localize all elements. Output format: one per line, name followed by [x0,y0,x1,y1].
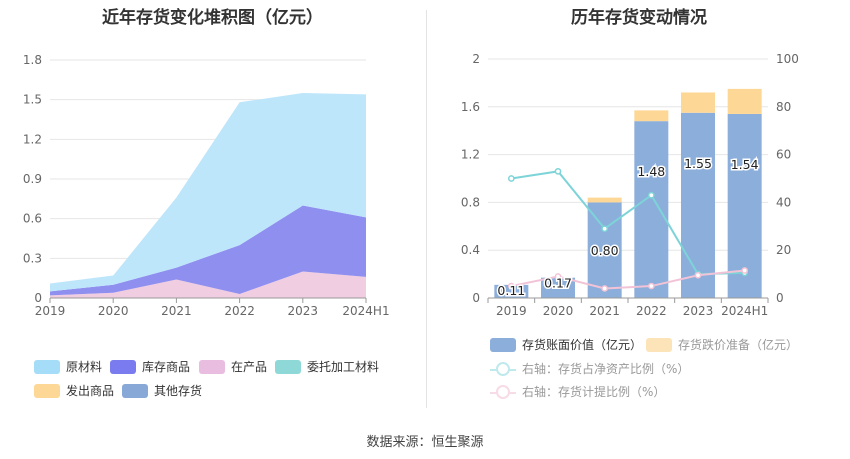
y-left-tick-label: 0 [472,291,480,305]
x-tick-label: 2020 [543,304,574,318]
legend-swatch-consigned-material [275,359,301,374]
legend-label-goods-shipped: 发出商品 [66,384,115,398]
legend-label-impairment: 存货跌价准备（亿元） [678,338,799,352]
legend-label-raw-material: 原材料 [66,360,103,374]
legend-label-provision-ratio: 右轴：存货计提比例（%） [522,385,666,399]
y-tick-label: 1.5 [23,93,42,107]
legend-label-other-inventory: 其他存货 [154,384,203,398]
y-right-tick-label: 60 [776,148,791,162]
legend-swatch-provision-ratio [490,384,516,399]
legend-label-ratio-net-assets: 右轴：存货占净资产比例（%） [522,362,690,376]
x-tick-label: 2019 [35,304,66,318]
y-right-tick-label: 0 [776,291,784,305]
legend-swatch-impairment [646,337,672,352]
y-tick-label: 1.2 [23,132,42,146]
legend-item-inventory-goods[interactable]: 库存商品 [110,358,190,375]
right-chart-panel: 历年存货变动情况 0 0.4 0.8 1.2 1.6 2 0 20 40 60 80 100 0.11 0… [428,0,850,410]
provision-ratio-point [647,282,655,290]
x-tick-label: 2022 [224,304,255,318]
book-value-bar [634,121,669,298]
area-series [50,93,366,292]
legend-item-goods-shipped[interactable]: 发出商品 [34,382,114,399]
legend-item-wip[interactable]: 在产品 [199,358,267,375]
ratio-net-assets-point [647,191,655,199]
bar-value-label: 1.55 [684,156,712,171]
area-series [50,205,366,296]
panel-divider [426,10,427,408]
x-tick-label: 2023 [288,304,319,318]
x-tick-label: 2023 [683,304,714,318]
area-series [50,271,366,298]
y-left-tick-label: 1.6 [461,100,480,114]
x-tick-label: 2021 [589,304,620,318]
bar-value-label: 0.17 [544,276,572,291]
provision-ratio-point [741,267,749,274]
legend-swatch-book-value [490,337,516,352]
left-chart-title: 近年存货变化堆积图（亿元） [102,8,323,28]
y-tick-label: 0.3 [23,251,42,265]
provision-ratio-point [694,271,702,279]
legend-item-provision-ratio[interactable]: 右轴：存货计提比例（%） [490,383,665,400]
legend-item-consigned-material[interactable]: 委托加工材料 [275,358,379,375]
legend-swatch-other-inventory [122,383,148,398]
y-left-tick-label: 2 [472,52,480,66]
legend-item-ratio-net-assets[interactable]: 右轴：存货占净资产比例（%） [490,360,689,377]
provision-ratio-point [507,282,515,290]
x-tick-label: 2022 [636,304,667,318]
legend-label-wip: 在产品 [231,360,268,374]
legend-item-other-inventory[interactable]: 其他存货 [122,382,202,399]
y-right-tick-label: 20 [776,243,791,257]
x-tick-label: 2024H1 [342,304,389,318]
legend-swatch-inventory-goods [110,359,136,374]
legend-item-book-value[interactable]: 存货账面价值（亿元） [490,336,642,353]
x-tick-label: 2021 [161,304,192,318]
ratio-net-assets-point [507,175,515,182]
y-left-tick-label: 0.8 [461,195,480,209]
bar-value-label: 0.80 [591,243,619,258]
legend-label-book-value: 存货账面价值（亿元） [522,338,643,352]
y-right-tick-label: 80 [776,100,791,114]
legend-swatch-raw-material [34,359,60,374]
right-chart-title: 历年存货变动情况 [571,8,707,28]
impairment-bar [681,92,715,113]
y-left-tick-label: 0.4 [461,243,480,257]
y-tick-label: 1.8 [23,53,42,67]
y-left-tick-label: 1.2 [461,148,480,162]
book-value-bar [541,277,575,298]
impairment-bar [587,197,622,203]
impairment-bar [727,88,762,114]
provision-ratio-point [554,273,562,280]
stacked-area-chart: 0 0.3 0.6 0.9 1.2 1.5 1.8 2019 2020 2021 2022 2023 2… [23,53,390,318]
y-right-tick-label: 40 [776,195,791,209]
legend-swatch-goods-shipped [34,383,60,398]
left-chart-panel: 近年存货变化堆积图（亿元） 0 0.3 0.6 0.9 1.2 1.5 1.8 2019 202… [0,0,425,410]
legend-swatch-wip [199,359,225,374]
x-tick-label: 2020 [98,304,129,318]
y-tick-label: 0 [34,291,42,305]
book-value-bar [494,284,529,298]
y-tick-label: 0.9 [23,172,42,186]
y-tick-label: 0.6 [23,212,42,226]
bar-value-label: 1.48 [637,164,665,179]
legend-item-impairment[interactable]: 存货跌价准备（亿元） [646,336,798,353]
legend-label-consigned-material: 委托加工材料 [307,360,380,374]
bar-value-label: 0.11 [497,283,525,298]
book-value-bar [681,112,715,299]
x-tick-label: 2019 [496,304,527,318]
y-right-tick-label: 100 [776,52,799,66]
data-source-note: 数据来源：恒生聚源 [366,435,484,450]
legend-swatch-ratio-net-assets [490,361,516,376]
legend-item-raw-material[interactable]: 原材料 [34,358,102,375]
bar-value-label: 1.54 [731,157,759,172]
ratio-net-assets-point [554,167,562,175]
provision-ratio-point [601,285,609,292]
legend-label-inventory-goods: 库存商品 [142,360,191,374]
impairment-bar [634,110,669,122]
provision-ratio-line [511,269,745,290]
x-tick-label: 2024H1 [721,304,768,318]
book-value-bar [587,202,622,298]
ratio-net-assets-point [601,225,609,233]
